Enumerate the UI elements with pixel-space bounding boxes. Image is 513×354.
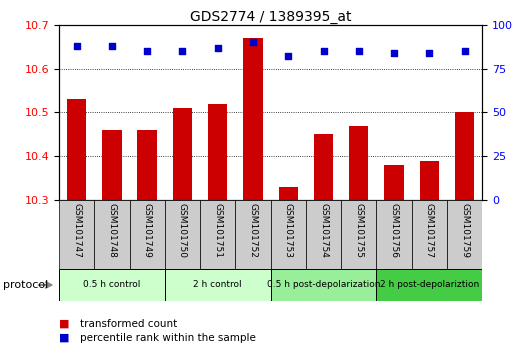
Bar [137,130,157,200]
Point [72,43,81,48]
Point [213,45,222,50]
Text: ■: ■ [59,319,69,329]
Point [320,48,328,54]
Point [425,50,433,56]
Point [284,53,292,59]
Title: GDS2774 / 1389395_at: GDS2774 / 1389395_at [190,10,351,24]
Bar [377,269,482,301]
Bar [165,200,200,269]
Bar [306,200,341,269]
Bar [420,161,439,200]
Bar [447,200,482,269]
Bar [341,200,377,269]
Bar [59,200,94,269]
Text: GSM101757: GSM101757 [425,204,434,258]
Text: GSM101750: GSM101750 [178,204,187,258]
Text: GSM101752: GSM101752 [248,204,258,258]
Text: GSM101747: GSM101747 [72,204,81,258]
Bar [94,200,130,269]
Bar [235,200,271,269]
Bar [243,38,263,200]
Bar [173,108,192,200]
Text: GSM101754: GSM101754 [319,204,328,258]
Bar [208,104,227,200]
Bar [384,165,404,200]
Bar [349,126,368,200]
Text: 0.5 h post-depolarization: 0.5 h post-depolarization [267,280,380,290]
Text: GSM101751: GSM101751 [213,204,222,258]
Bar [102,130,122,200]
Text: percentile rank within the sample: percentile rank within the sample [80,333,255,343]
Text: GSM101753: GSM101753 [284,204,293,258]
Text: transformed count: transformed count [80,319,177,329]
Bar [67,99,86,200]
Bar [270,200,306,269]
Point [390,50,398,56]
Bar [165,269,271,301]
Bar [314,134,333,200]
Bar [279,187,298,200]
Text: ■: ■ [59,333,69,343]
Text: protocol: protocol [3,280,48,290]
Text: GSM101759: GSM101759 [460,204,469,258]
Bar [200,200,235,269]
Text: 2 h post-depolariztion: 2 h post-depolariztion [380,280,479,290]
Bar [377,200,411,269]
Text: GSM101756: GSM101756 [389,204,399,258]
Point [179,48,187,54]
Bar [59,269,165,301]
Text: GSM101755: GSM101755 [354,204,363,258]
Bar [270,269,377,301]
Text: 2 h control: 2 h control [193,280,242,290]
Point [108,43,116,48]
Bar [129,200,165,269]
Point [143,48,151,54]
Point [354,48,363,54]
Bar [411,200,447,269]
Text: GSM101749: GSM101749 [143,204,152,258]
Point [249,40,257,45]
Bar [455,113,475,200]
Text: 0.5 h control: 0.5 h control [83,280,141,290]
Text: GSM101748: GSM101748 [107,204,116,258]
Point [461,48,469,54]
